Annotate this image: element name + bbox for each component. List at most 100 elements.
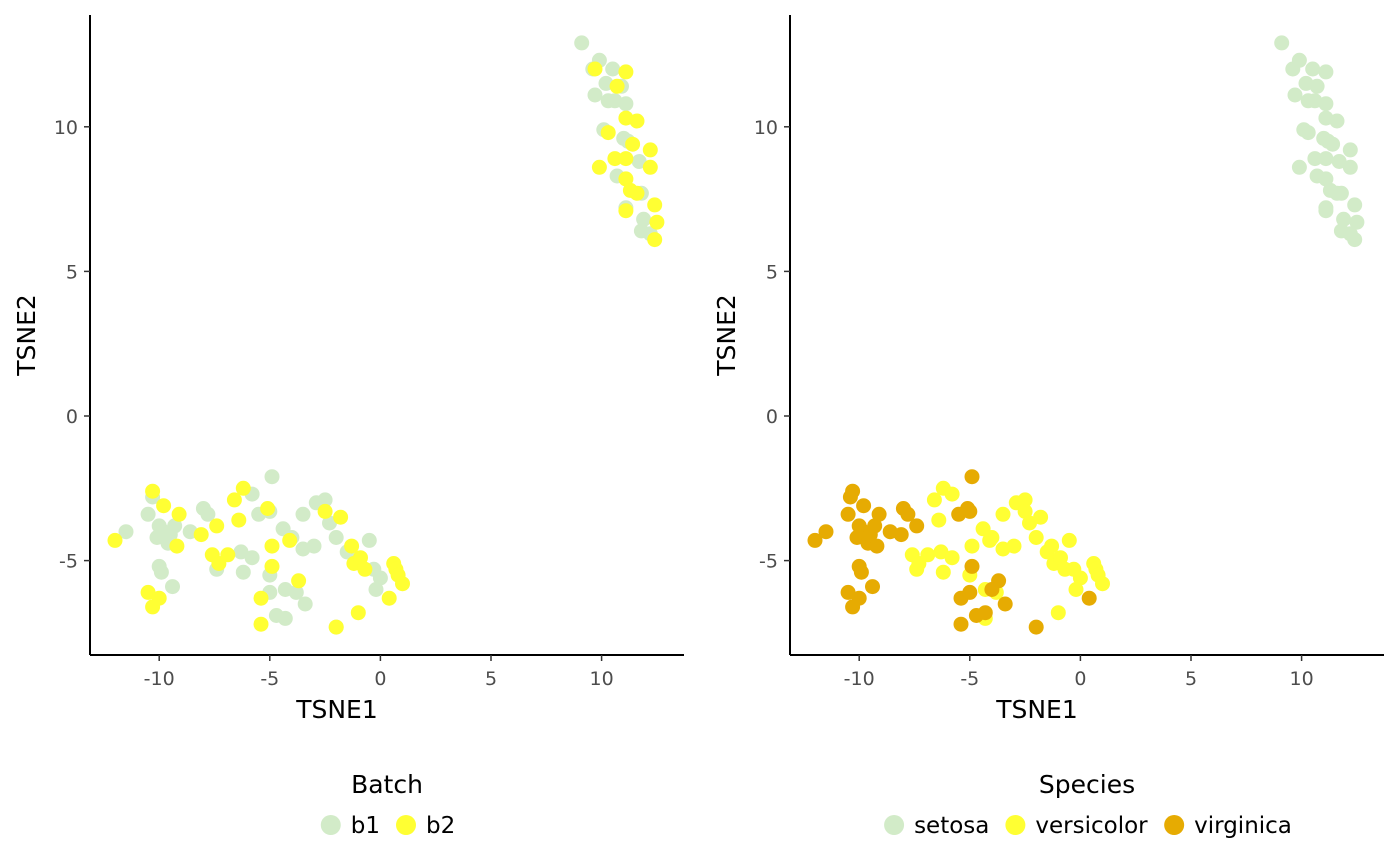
data-point	[964, 538, 980, 554]
data-point	[1017, 503, 1033, 519]
y-tick-label: 10	[754, 117, 778, 139]
data-point	[931, 512, 947, 528]
data-point	[1318, 151, 1334, 167]
data-point	[171, 506, 187, 522]
data-point	[145, 483, 161, 499]
y-axis-title: TSNE2	[712, 294, 741, 377]
data-point	[953, 616, 969, 632]
data-point	[353, 550, 368, 566]
data-point	[609, 78, 625, 94]
data-point	[840, 506, 856, 522]
data-point	[1336, 211, 1352, 227]
data-point	[600, 125, 616, 141]
data-point	[607, 151, 623, 167]
data-point	[1318, 64, 1334, 80]
data-point	[647, 232, 663, 248]
legend-item-b1: b1	[320, 813, 380, 839]
data-point	[926, 492, 942, 508]
data-point	[818, 524, 834, 540]
data-point	[618, 96, 634, 112]
data-point	[1006, 538, 1022, 554]
data-point	[200, 506, 216, 522]
legend-key	[1164, 815, 1185, 835]
data-point	[605, 61, 621, 77]
data-point	[328, 619, 344, 635]
data-point	[618, 64, 634, 80]
data-point	[282, 532, 298, 548]
legend-key	[1005, 815, 1026, 835]
data-point	[618, 151, 634, 167]
legend-item-setosa: setosa	[884, 813, 989, 839]
data-point	[226, 492, 242, 508]
legend-label: versicolor	[1035, 813, 1148, 839]
data-point	[900, 506, 916, 522]
data-point	[1017, 492, 1033, 508]
legend-key	[884, 815, 905, 835]
data-point	[140, 584, 156, 600]
data-point	[1318, 203, 1334, 219]
series-b2	[107, 61, 665, 635]
data-point	[851, 590, 867, 606]
data-point	[253, 616, 269, 632]
data-point	[344, 538, 360, 554]
data-point	[1342, 142, 1358, 158]
data-point	[1285, 61, 1301, 77]
x-tick-label: -10	[844, 668, 875, 690]
data-point	[647, 197, 663, 213]
data-point	[1028, 530, 1044, 545]
data-point	[1325, 136, 1341, 152]
data-point	[235, 564, 251, 580]
data-point	[960, 501, 976, 516]
data-point	[636, 211, 652, 227]
data-point	[277, 610, 293, 626]
y-tick-label: 0	[766, 406, 778, 428]
data-point	[322, 515, 337, 531]
x-tick-label: -5	[960, 668, 979, 690]
data-point	[807, 532, 823, 548]
data-point	[962, 584, 978, 600]
series-b1	[118, 35, 658, 635]
data-point	[997, 596, 1013, 612]
x-axis-title: TSNE1	[995, 695, 1078, 724]
x-tick-label: -5	[260, 668, 279, 690]
legend-title: Species	[1039, 770, 1135, 799]
data-point	[1081, 590, 1097, 606]
data-point	[156, 498, 172, 514]
data-point	[591, 159, 607, 175]
x-tick-label: 0	[374, 668, 386, 690]
data-point	[333, 509, 349, 525]
y-tick-label: 10	[54, 117, 78, 139]
y-tick-label: -5	[759, 551, 778, 573]
data-point	[264, 558, 280, 574]
data-point	[193, 527, 209, 543]
data-point	[845, 483, 861, 499]
data-point	[1347, 197, 1363, 213]
data-point	[1028, 619, 1044, 635]
data-point	[1333, 185, 1349, 201]
data-point	[867, 518, 883, 534]
data-point	[1318, 96, 1334, 112]
data-point	[209, 518, 225, 534]
data-point	[1349, 214, 1365, 230]
data-point	[291, 573, 307, 589]
legend-item-virginica: virginica	[1164, 813, 1292, 839]
data-point	[587, 61, 603, 77]
data-point	[1347, 232, 1363, 248]
x-tick-label: -10	[144, 668, 175, 690]
data-point	[853, 564, 869, 580]
data-point	[1053, 550, 1068, 566]
data-point	[893, 527, 909, 543]
data-point	[964, 469, 980, 485]
legend: Batch b1 b2	[320, 770, 455, 839]
data-point	[231, 512, 247, 528]
data-point	[395, 576, 410, 592]
x-tick-label: 0	[1074, 668, 1086, 690]
legend: Species setosa versicolor virginica	[884, 770, 1292, 839]
data-point	[920, 547, 936, 563]
data-point	[295, 506, 311, 522]
data-point	[297, 596, 313, 612]
data-point	[288, 584, 304, 600]
data-point	[1305, 61, 1321, 77]
y-tick-label: 5	[766, 261, 778, 283]
